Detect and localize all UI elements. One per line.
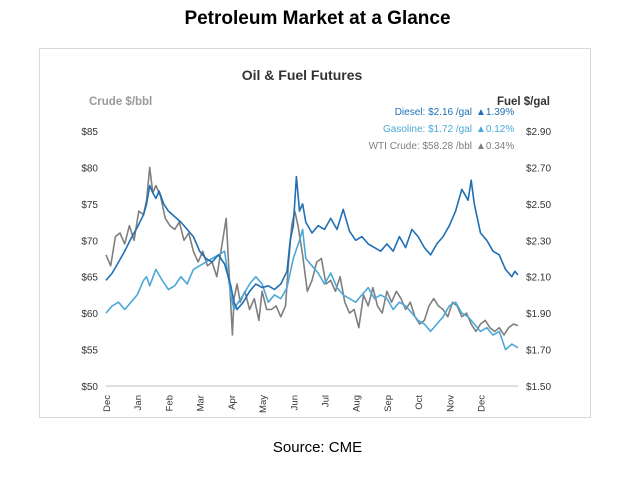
left-axis-label: Crude $/bbl: [89, 96, 152, 108]
page-title: Petroleum Market at a Glance: [184, 8, 451, 29]
right-tick-label: $1.70: [526, 346, 551, 357]
legend: Diesel: $2.16 /gal ▲1.39% Gasoline: $1.72 …: [369, 107, 515, 152]
right-tick-label: $1.50: [526, 382, 551, 393]
x-tick-label: Jun: [289, 395, 300, 410]
legend-change: ▲0.12%: [476, 124, 514, 135]
left-tick-label: $75: [81, 200, 98, 211]
left-tick-label: $65: [81, 273, 98, 284]
right-tick-label: $2.70: [526, 163, 551, 174]
legend-change: ▲0.34%: [476, 141, 514, 152]
x-tick-label: Nov: [445, 395, 456, 412]
right-tick-label: $2.90: [526, 127, 551, 138]
series-line-gasoline: [105, 228, 519, 351]
futures-chart: Oil & Fuel Futures Crude $/bbl Fuel $/ga…: [81, 67, 551, 413]
right-tick-label: $2.30: [526, 236, 551, 247]
x-tick-label: Aug: [352, 395, 363, 412]
series-layer: [105, 166, 519, 351]
x-tick-label: Apr: [227, 395, 238, 410]
series-line-wti: [105, 166, 519, 336]
source-note: Source: CME: [272, 439, 363, 456]
x-tick-label: Mar: [196, 395, 207, 411]
legend-change: ▲1.39%: [476, 107, 514, 118]
x-tick-label: May: [258, 395, 269, 413]
right-tick-label: $1.90: [526, 309, 551, 320]
left-tick-label: $60: [81, 309, 98, 320]
left-tick-label: $55: [81, 346, 98, 357]
left-tick-label: $50: [81, 382, 98, 393]
chart-title: Oil & Fuel Futures: [242, 67, 363, 83]
plot-axes: $85 $80 $75 $70 $65 $60 $55 $50 $2.90 $2.70 $2.50 $…: [81, 127, 551, 413]
x-tick-label: Oct: [414, 395, 425, 410]
legend-entry: Gasoline: $1.72 /gal: [383, 124, 472, 135]
legend-entry: Diesel: $2.16 /gal: [395, 107, 472, 118]
series-line-diesel: [105, 175, 519, 311]
right-axis-label: Fuel $/gal: [497, 96, 550, 108]
legend-entry: WTI Crude: $58.28 /bbl: [369, 141, 472, 152]
left-tick-label: $80: [81, 163, 98, 174]
right-tick-label: $2.50: [526, 200, 551, 211]
x-tick-label: Feb: [164, 395, 175, 411]
x-tick-label: Dec: [102, 395, 113, 412]
right-tick-label: $2.10: [526, 273, 551, 284]
x-tick-label: Jan: [133, 395, 144, 410]
left-tick-label: $70: [81, 236, 98, 247]
x-tick-label: Jul: [320, 395, 331, 407]
x-tick-label: Dec: [477, 395, 488, 412]
x-tick-label: Sep: [383, 395, 394, 412]
chart-frame: Oil & Fuel Futures Crude $/bbl Fuel $/ga…: [39, 48, 591, 418]
left-tick-label: $85: [81, 127, 98, 138]
